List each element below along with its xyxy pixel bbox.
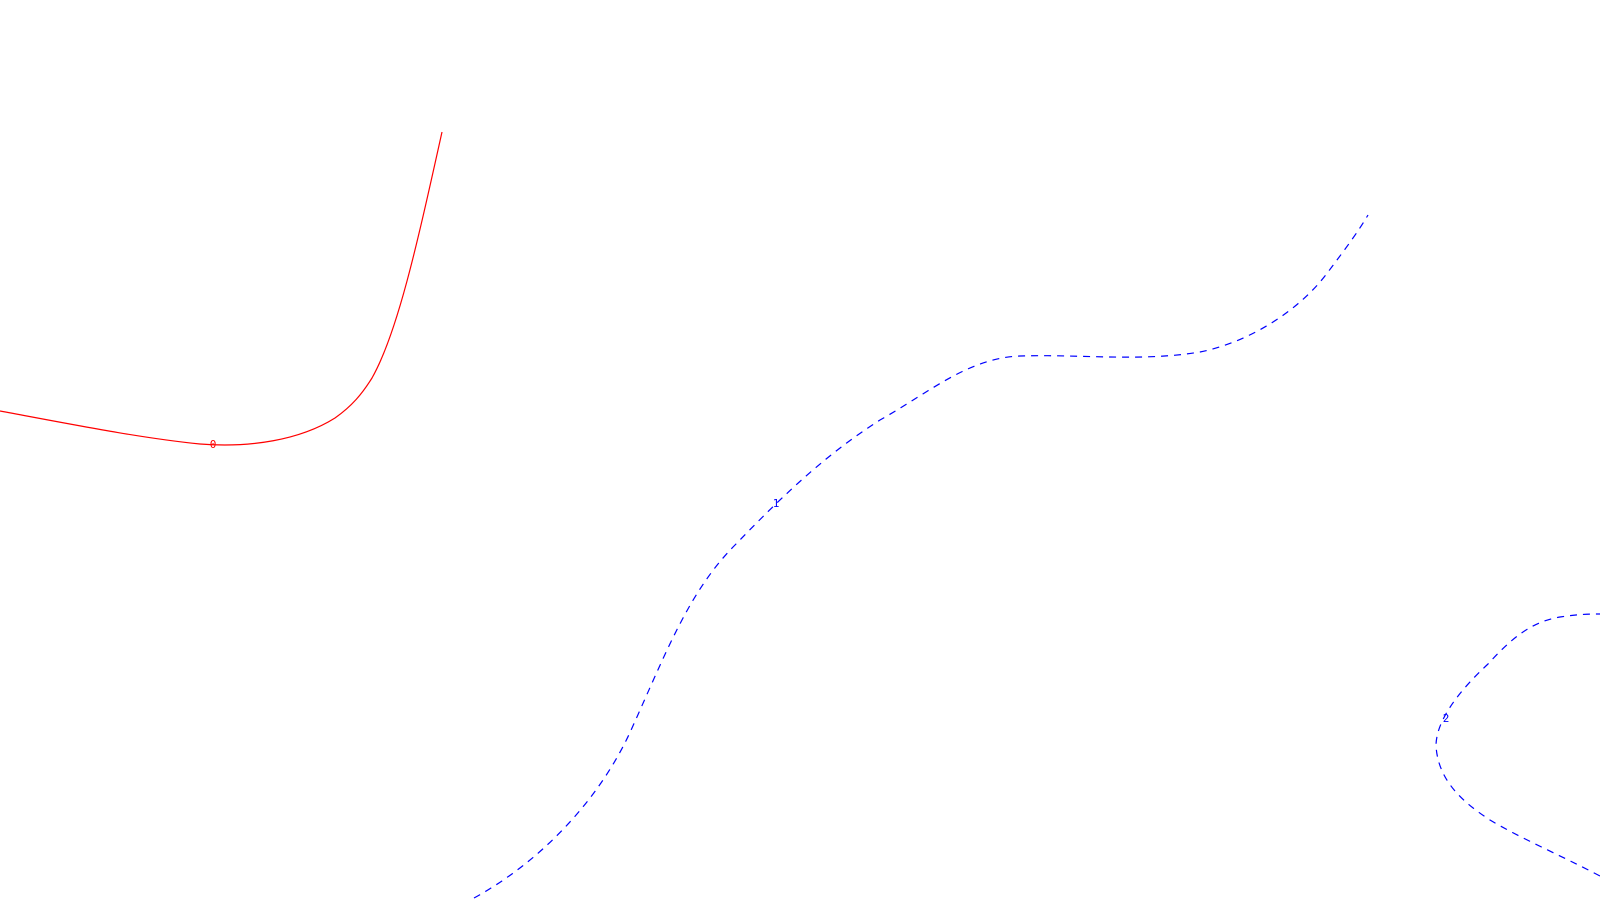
contour-1-path [473, 214, 1369, 899]
contour-line-2: 2 [1435, 613, 1600, 877]
contour-0-path [0, 131, 443, 446]
contour-1-label: 1 [773, 497, 780, 510]
contour-2-label: 2 [1443, 712, 1450, 725]
contour-2-path [1435, 613, 1600, 877]
contour-0-label: 0 [210, 438, 217, 451]
contour-line-0: 0 [0, 131, 443, 451]
contour-line-1: 1 [473, 214, 1369, 899]
